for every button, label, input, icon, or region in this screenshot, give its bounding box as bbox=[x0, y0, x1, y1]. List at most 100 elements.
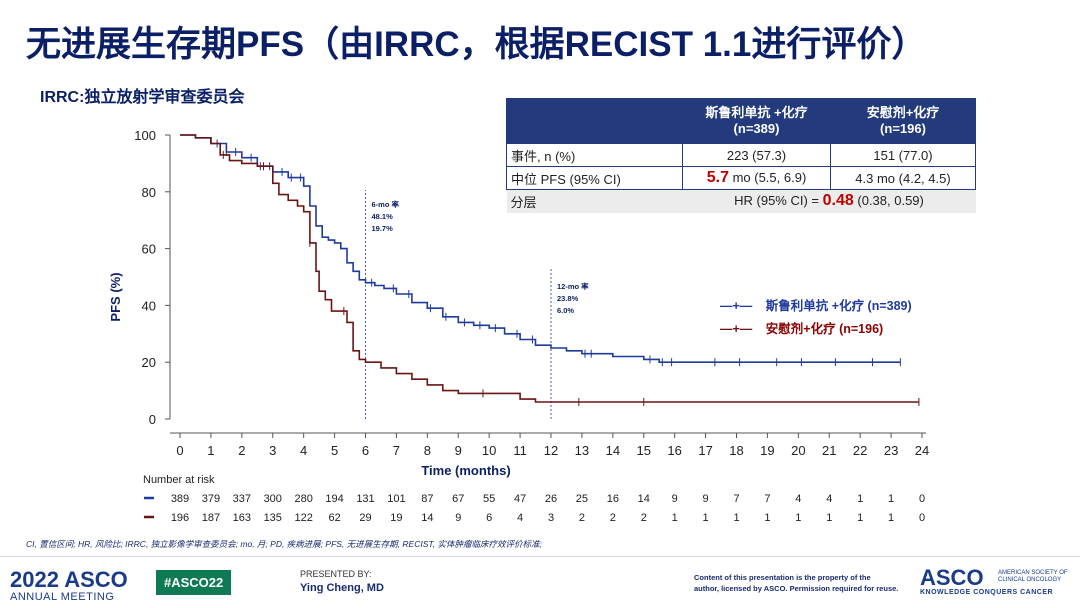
results-table: 斯鲁利单抗 +化疗 (n=389) 安慰剂+化疗 (n=196) 事件, n (… bbox=[506, 98, 976, 213]
risk-count-arm1: 131 bbox=[356, 493, 374, 505]
table-row-median: 中位 PFS (95% CI) 5.7 mo (5.5, 6.9) 4.3 mo… bbox=[506, 166, 976, 190]
risk-count-arm1: 4 bbox=[795, 493, 801, 505]
legend-label-arm2: 安慰剂+化疗 (n=196) bbox=[765, 322, 884, 336]
risk-count-arm2: 2 bbox=[610, 512, 616, 524]
legend-item-arm1: —+— 斯鲁利单抗 +化疗 (n=389) bbox=[720, 295, 912, 314]
asco-society-logo: ASCO AMERICAN SOCIETY OF CLINICAL ONCOLO… bbox=[920, 565, 1068, 596]
legend-item-arm2: —+— 安慰剂+化疗 (n=196) bbox=[720, 318, 883, 337]
presenter-block: PRESENTED BY: Ying Cheng, MD bbox=[300, 569, 384, 594]
arm1-name: 斯鲁利单抗 +化疗 bbox=[705, 105, 808, 120]
footnote: CI, 置信区间; HR, 风险比; IRRC, 独立影像学审查委员会; mo,… bbox=[26, 539, 542, 549]
milestone-label: 12-mo 率 bbox=[557, 281, 589, 291]
risk-count-arm2: 1 bbox=[857, 512, 863, 524]
arm2-n: (n=196) bbox=[880, 121, 926, 136]
risk-count-arm1: 337 bbox=[233, 493, 251, 505]
legend-line-arm2: —+— bbox=[720, 322, 753, 336]
risk-count-arm2: 6 bbox=[486, 512, 492, 524]
annual-meeting-text: ANNUAL MEETING bbox=[10, 591, 115, 603]
risk-count-arm1: 25 bbox=[576, 493, 588, 505]
x-tick-label: 4 bbox=[300, 443, 307, 458]
x-tick-label: 6 bbox=[362, 443, 369, 458]
asco-logo-text: ASCO bbox=[920, 565, 984, 590]
x-tick-label: 1 bbox=[207, 443, 214, 458]
km-curve-arm2 bbox=[180, 134, 919, 403]
footer: 2022 ASCO ANNUAL MEETING #ASCO22 PRESENT… bbox=[0, 556, 1080, 608]
arm1-n: (n=389) bbox=[733, 121, 780, 136]
legend-line-arm1: —+— bbox=[720, 299, 753, 313]
table-header-arm2: 安慰剂+化疗 (n=196) bbox=[830, 98, 976, 144]
median-arm2: 4.3 mo (4.2, 4.5) bbox=[830, 166, 976, 190]
x-tick-label: 13 bbox=[575, 443, 589, 458]
x-tick-label: 16 bbox=[667, 443, 681, 458]
legend-label-arm1: 斯鲁利单抗 +化疗 (n=389) bbox=[765, 299, 912, 313]
milestone-value-arm1: 23.8% bbox=[557, 294, 579, 303]
table-row-hr: 分层 HR (95% CI) = 0.48 (0.38, 0.59) bbox=[506, 189, 976, 213]
risk-count-arm2: 1 bbox=[703, 512, 709, 524]
x-tick-label: 17 bbox=[698, 443, 712, 458]
km-curve-arm1 bbox=[180, 134, 901, 363]
kcc-tagline: KNOWLEDGE CONQUERS CANCER bbox=[920, 589, 1054, 596]
events-arm1: 223 (57.3) bbox=[682, 143, 831, 167]
risk-count-arm1: 9 bbox=[672, 493, 678, 505]
hashtag-badge: #ASCO22 bbox=[156, 570, 232, 595]
median-arm1-value: 5.7 bbox=[706, 169, 729, 186]
risk-count-arm2: 2 bbox=[641, 512, 647, 524]
risk-count-arm2: 122 bbox=[294, 512, 312, 524]
copyright-line-2: author, licensed by ASCO. Permission req… bbox=[694, 584, 899, 593]
risk-count-arm1: 16 bbox=[607, 493, 619, 505]
risk-count-arm1: 194 bbox=[325, 493, 343, 505]
y-tick-label: 40 bbox=[142, 298, 156, 313]
risk-count-arm1: 280 bbox=[294, 493, 312, 505]
table-header-blank bbox=[506, 98, 683, 144]
risk-count-arm1: 0 bbox=[919, 493, 925, 505]
risk-count-arm2: 19 bbox=[390, 512, 402, 524]
risk-count-arm2: 14 bbox=[421, 512, 433, 524]
risk-count-arm2: 1 bbox=[764, 512, 770, 524]
x-tick-label: 14 bbox=[606, 443, 620, 458]
risk-count-arm2: 1 bbox=[795, 512, 801, 524]
risk-count-arm1: 87 bbox=[421, 493, 433, 505]
risk-count-arm2: 187 bbox=[202, 512, 220, 524]
x-tick-label: 24 bbox=[915, 443, 929, 458]
risk-count-arm2: 1 bbox=[672, 512, 678, 524]
risk-count-arm2: 196 bbox=[171, 512, 189, 524]
x-tick-label: 15 bbox=[637, 443, 651, 458]
risk-count-arm2: 1 bbox=[733, 512, 739, 524]
risk-count-arm1: 9 bbox=[703, 493, 709, 505]
x-tick-label: 10 bbox=[482, 443, 496, 458]
risk-count-arm1: 67 bbox=[452, 493, 464, 505]
x-tick-label: 7 bbox=[393, 443, 400, 458]
asco-year: 2022 ASCO bbox=[10, 567, 128, 592]
x-tick-label: 5 bbox=[331, 443, 338, 458]
society-line-2: CLINICAL ONCOLOGY bbox=[998, 577, 1062, 583]
risk-count-arm2: 2 bbox=[579, 512, 585, 524]
table-header-arm1: 斯鲁利单抗 +化疗 (n=389) bbox=[682, 98, 831, 144]
risk-count-arm2: 62 bbox=[328, 512, 340, 524]
x-tick-label: 23 bbox=[884, 443, 898, 458]
y-tick-label: 60 bbox=[142, 242, 156, 257]
risk-table-title: Number at risk bbox=[143, 474, 215, 486]
page-title: 无进展生存期PFS（由IRRC，根据RECIST 1.1进行评价） bbox=[26, 25, 927, 64]
hr-suffix: (0.38, 0.59) bbox=[853, 193, 924, 209]
society-name: AMERICAN SOCIETY OF CLINICAL ONCOLOGY bbox=[998, 570, 1078, 584]
x-tick-label: 2 bbox=[238, 443, 245, 458]
risk-count-arm2: 1 bbox=[888, 512, 894, 524]
median-label: 中位 PFS (95% CI) bbox=[506, 166, 683, 190]
milestone-value-arm2: 6.0% bbox=[557, 306, 574, 315]
asco-annual-meeting-logo: 2022 ASCO ANNUAL MEETING bbox=[10, 567, 128, 603]
presenter-name: Ying Cheng, MD bbox=[300, 582, 384, 594]
x-tick-label: 19 bbox=[760, 443, 774, 458]
risk-count-arm1: 55 bbox=[483, 493, 495, 505]
risk-count-arm1: 14 bbox=[638, 493, 650, 505]
events-label: 事件, n (%) bbox=[506, 143, 683, 167]
risk-count-arm1: 7 bbox=[764, 493, 770, 505]
risk-count-arm1: 389 bbox=[171, 493, 189, 505]
risk-count-arm2: 4 bbox=[517, 512, 523, 524]
hr-value: 0.48 bbox=[822, 192, 854, 210]
risk-count-arm2: 0 bbox=[919, 512, 925, 524]
median-arm1-ci: mo (5.5, 6.9) bbox=[728, 170, 807, 185]
x-tick-label: 11 bbox=[513, 443, 527, 458]
x-tick-label: 22 bbox=[853, 443, 867, 458]
risk-count-arm1: 26 bbox=[545, 493, 557, 505]
